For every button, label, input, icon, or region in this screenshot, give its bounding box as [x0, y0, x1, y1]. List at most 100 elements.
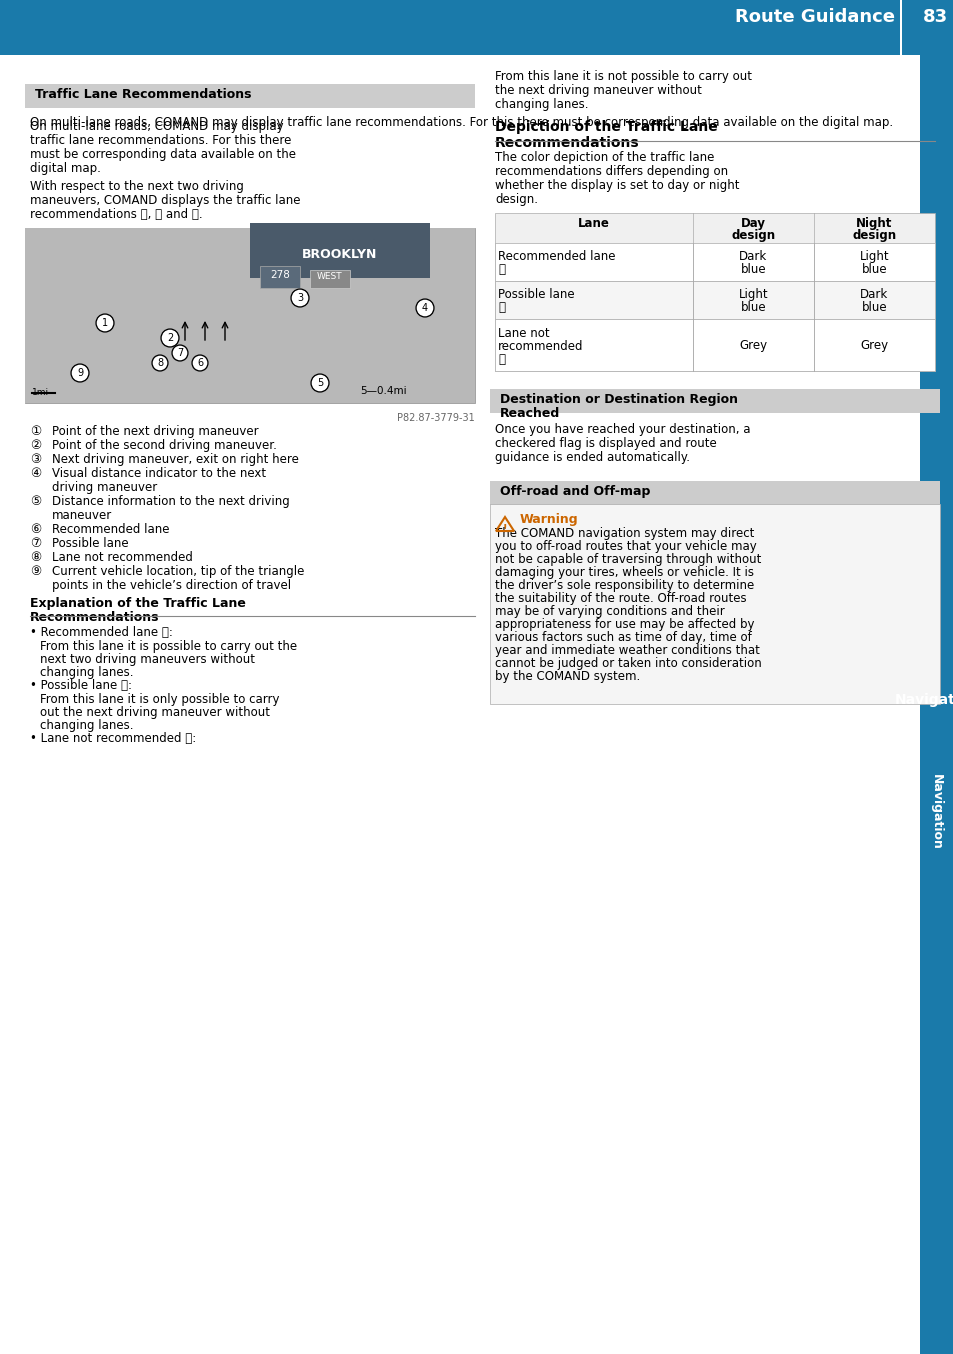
Text: whether the display is set to day or night: whether the display is set to day or nig…	[495, 179, 739, 192]
Text: Current vehicle location, tip of the triangle: Current vehicle location, tip of the tri…	[52, 565, 304, 578]
Text: recommended: recommended	[497, 340, 583, 353]
Text: Warning: Warning	[519, 513, 578, 525]
Text: points in the vehicle’s direction of travel: points in the vehicle’s direction of tra…	[52, 580, 291, 592]
Text: Lane: Lane	[578, 217, 609, 230]
Text: WEST: WEST	[316, 272, 342, 282]
Text: the suitability of the route. Off-road routes: the suitability of the route. Off-road r…	[495, 592, 746, 605]
Text: Possible lane: Possible lane	[497, 288, 574, 301]
Text: Once you have reached your destination, a: Once you have reached your destination, …	[495, 422, 750, 436]
Text: design: design	[731, 229, 775, 242]
Text: driving maneuver: driving maneuver	[52, 481, 157, 494]
Text: Route Guidance: Route Guidance	[734, 8, 894, 26]
Circle shape	[96, 314, 113, 332]
Circle shape	[172, 345, 188, 362]
Bar	[490, 481, 939, 505]
Text: Light: Light	[859, 250, 888, 263]
Text: design: design	[852, 229, 896, 242]
Text: Visual distance indicator to the next: Visual distance indicator to the next	[52, 467, 266, 481]
Text: On multi-lane roads, COMAND may display: On multi-lane roads, COMAND may display	[30, 121, 283, 133]
Text: Recommendations: Recommendations	[30, 611, 159, 624]
Text: On multi-lane roads, COMAND may display traffic lane recommendations. For this t: On multi-lane roads, COMAND may display …	[30, 116, 892, 129]
Text: With respect to the next two driving: With respect to the next two driving	[30, 180, 244, 194]
Text: 278: 278	[270, 269, 290, 280]
Text: 8: 8	[157, 357, 163, 368]
Text: Ⓢ: Ⓢ	[497, 353, 504, 366]
Text: 5—0.4mi: 5—0.4mi	[359, 386, 406, 395]
Text: appropriateness for use may be affected by: appropriateness for use may be affected …	[495, 617, 754, 631]
Bar	[250, 223, 430, 278]
Text: From this lane it is not possible to carry out: From this lane it is not possible to car…	[495, 70, 751, 83]
Text: Reached: Reached	[499, 408, 559, 420]
Text: guidance is ended automatically.: guidance is ended automatically.	[495, 451, 689, 464]
Text: 5: 5	[316, 378, 323, 389]
Text: Next driving maneuver, exit on right here: Next driving maneuver, exit on right her…	[52, 454, 298, 466]
Bar	[919, 56, 953, 1354]
Text: Possible lane: Possible lane	[52, 538, 129, 550]
Text: you to off-road routes that your vehicle may: you to off-road routes that your vehicle…	[495, 540, 756, 552]
Text: 6: 6	[196, 357, 203, 368]
Bar	[495, 213, 934, 371]
Text: Day: Day	[740, 217, 765, 230]
Bar	[25, 84, 475, 108]
Circle shape	[152, 355, 168, 371]
Circle shape	[71, 364, 89, 382]
Text: Explanation of the Traffic Lane: Explanation of the Traffic Lane	[30, 597, 246, 611]
Text: The color depiction of the traffic lane: The color depiction of the traffic lane	[495, 152, 714, 164]
Text: Recommendations: Recommendations	[495, 135, 639, 150]
Text: 3: 3	[296, 292, 303, 303]
Text: checkered flag is displayed and route: checkered flag is displayed and route	[495, 437, 716, 450]
Text: From this lane it is only possible to carry: From this lane it is only possible to ca…	[40, 693, 279, 705]
Text: 2: 2	[167, 333, 172, 343]
Bar	[495, 320, 934, 371]
Text: ②: ②	[30, 439, 41, 452]
Text: Recommended lane: Recommended lane	[497, 250, 615, 263]
Text: 83: 83	[922, 8, 946, 26]
Text: Lane not recommended: Lane not recommended	[52, 551, 193, 565]
Text: From this lane it is possible to carry out the: From this lane it is possible to carry o…	[40, 640, 296, 653]
Text: Distance information to the next driving: Distance information to the next driving	[52, 496, 290, 508]
Text: Grey: Grey	[739, 338, 767, 352]
Text: The COMAND navigation system may direct: The COMAND navigation system may direct	[495, 527, 754, 540]
Text: Light: Light	[738, 288, 767, 301]
Text: year and immediate weather conditions that: year and immediate weather conditions th…	[495, 645, 760, 657]
Text: Night: Night	[856, 217, 892, 230]
Text: Lane not: Lane not	[497, 328, 549, 340]
Bar	[25, 227, 475, 403]
Text: Dark: Dark	[739, 250, 767, 263]
Bar	[310, 269, 350, 288]
Text: blue: blue	[861, 301, 886, 314]
Circle shape	[416, 299, 434, 317]
Circle shape	[161, 329, 179, 347]
Text: 1: 1	[102, 318, 108, 328]
Text: Depiction of the Traffic Lane: Depiction of the Traffic Lane	[495, 121, 717, 134]
Text: Traffic Lane Recommendations: Traffic Lane Recommendations	[35, 88, 252, 102]
Text: maneuver: maneuver	[52, 509, 112, 523]
Text: Off-road and Off-map: Off-road and Off-map	[499, 485, 650, 498]
Text: Recommended lane: Recommended lane	[52, 523, 170, 536]
Text: next two driving maneuvers without: next two driving maneuvers without	[40, 653, 254, 666]
Text: design.: design.	[495, 194, 537, 206]
Text: damaging your tires, wheels or vehicle. It is: damaging your tires, wheels or vehicle. …	[495, 566, 753, 580]
Text: • Recommended lane Ⓠ:: • Recommended lane Ⓠ:	[30, 626, 172, 639]
Text: recommendations Ⓠ, Ⓡ and Ⓢ.: recommendations Ⓠ, Ⓡ and Ⓢ.	[30, 209, 202, 221]
Text: 7: 7	[176, 348, 183, 357]
Text: the driver’s sole responsibility to determine: the driver’s sole responsibility to dete…	[495, 580, 754, 592]
Text: maneuvers, COMAND displays the traffic lane: maneuvers, COMAND displays the traffic l…	[30, 194, 300, 207]
Text: • Possible lane Ⓡ:: • Possible lane Ⓡ:	[30, 678, 132, 692]
Text: blue: blue	[740, 301, 765, 314]
Text: the next driving maneuver without: the next driving maneuver without	[495, 84, 701, 97]
Bar	[490, 504, 939, 704]
Text: 9: 9	[77, 368, 83, 378]
Text: BROOKLYN: BROOKLYN	[302, 248, 377, 261]
Text: may be of varying conditions and their: may be of varying conditions and their	[495, 605, 724, 617]
Text: not be capable of traversing through without: not be capable of traversing through wit…	[495, 552, 760, 566]
Bar	[0, 0, 953, 56]
Circle shape	[192, 355, 208, 371]
Bar	[260, 265, 299, 288]
Text: Navigation: Navigation	[929, 774, 942, 850]
Text: 4: 4	[421, 303, 428, 313]
Text: ③: ③	[30, 454, 41, 466]
Text: P82.87-3779-31: P82.87-3779-31	[396, 413, 475, 422]
Text: • Lane not recommended Ⓢ:: • Lane not recommended Ⓢ:	[30, 733, 196, 745]
Bar	[899, 0, 901, 56]
